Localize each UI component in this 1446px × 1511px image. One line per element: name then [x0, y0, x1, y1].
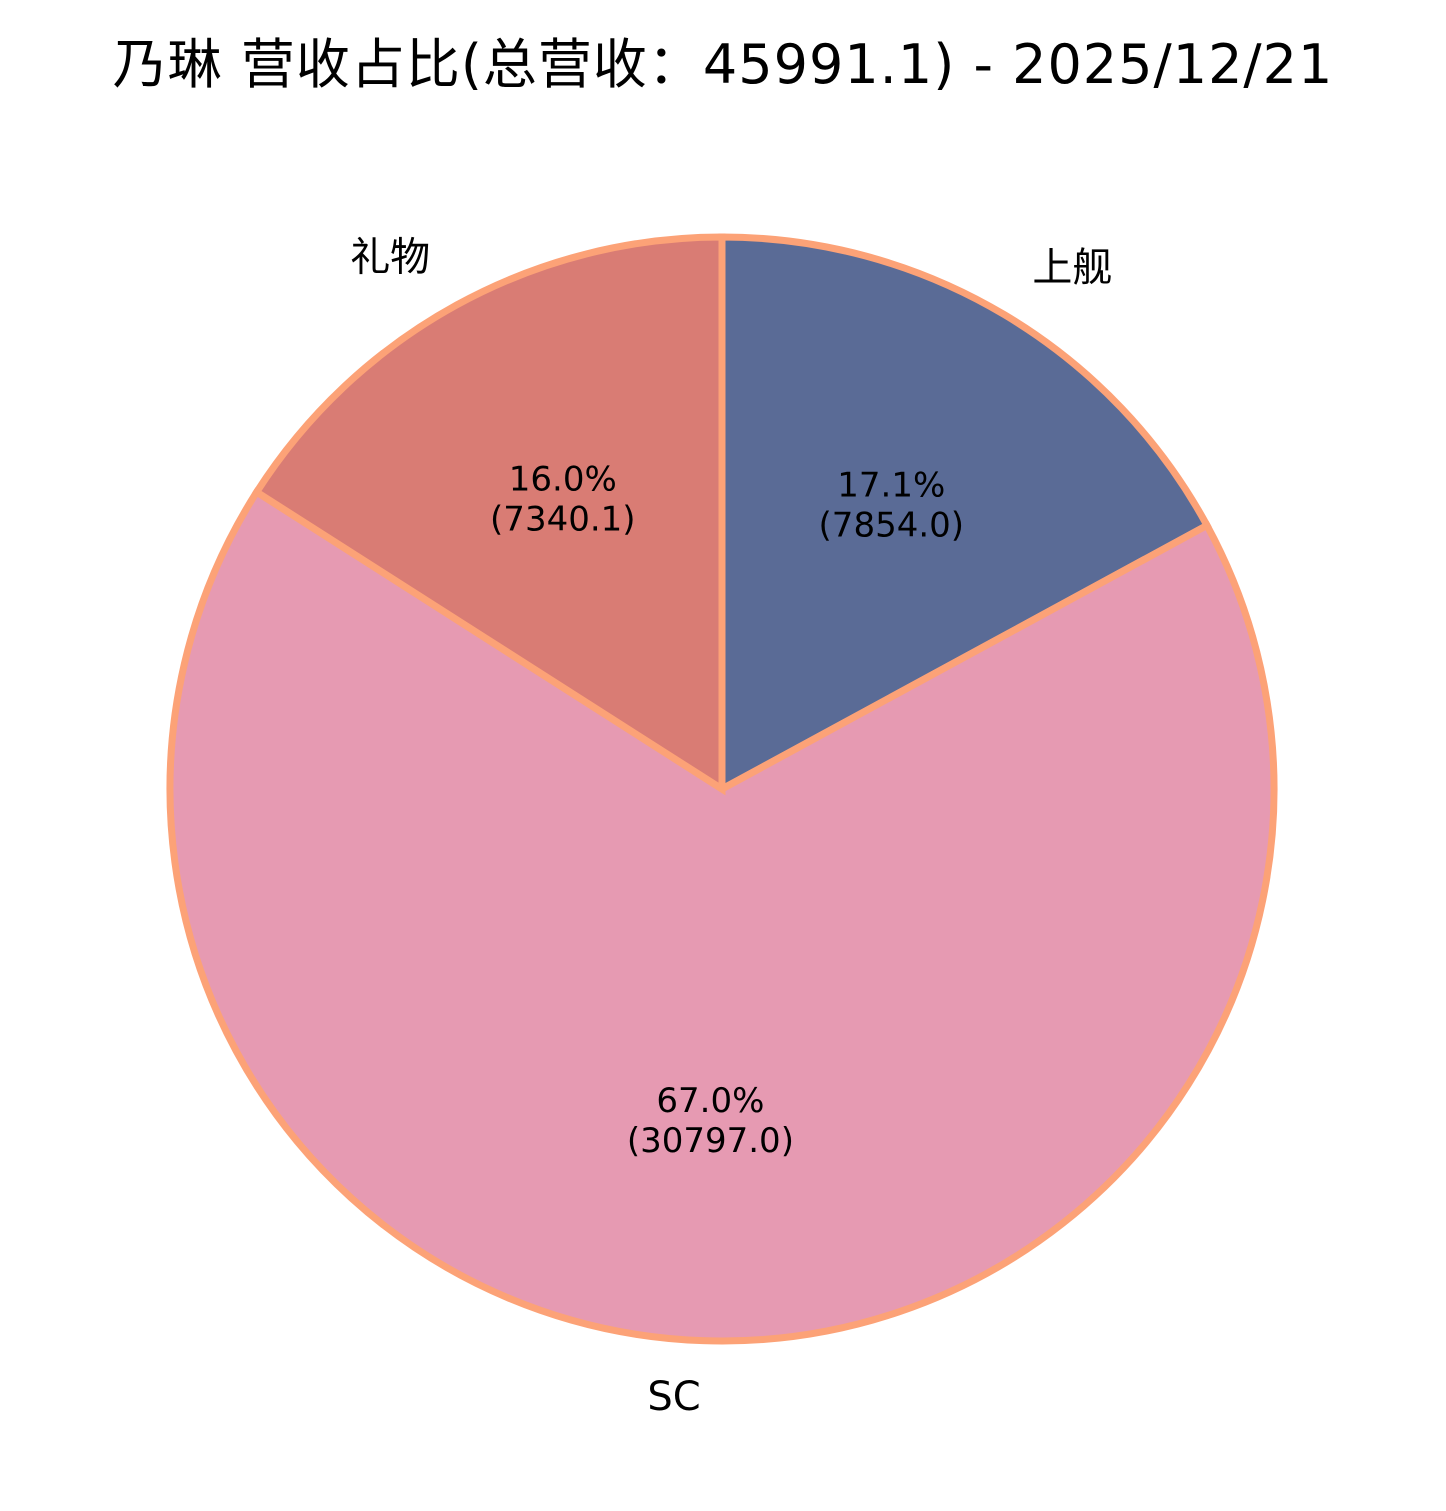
pie-slice-label-SC: SC — [647, 1374, 700, 1420]
chart-title: 乃琳 营收占比(总营收：45991.1) - 2025/12/21 — [112, 33, 1334, 96]
pie-slices — [166, 233, 1278, 1345]
pie-slice-value-label-上舰: 17.1% (7854.0) — [819, 465, 965, 545]
pie-slice-value-label-礼物: 16.0% (7340.1) — [490, 460, 636, 540]
pie-slice-value-label-SC: 67.0% (30797.0) — [627, 1081, 794, 1161]
pie-slice-label-上舰: 上舰 — [1032, 245, 1112, 291]
pie-slice-SC — [166, 487, 1278, 1345]
pie-slice-label-礼物: 礼物 — [350, 235, 430, 281]
pie-slice-上舰 — [718, 233, 1212, 795]
pie-slice-礼物 — [251, 233, 726, 796]
pie-labels: 17.1% (7854.0) 上舰 67.0% (30797.0) SC 16.0% (734… — [350, 235, 1112, 1420]
